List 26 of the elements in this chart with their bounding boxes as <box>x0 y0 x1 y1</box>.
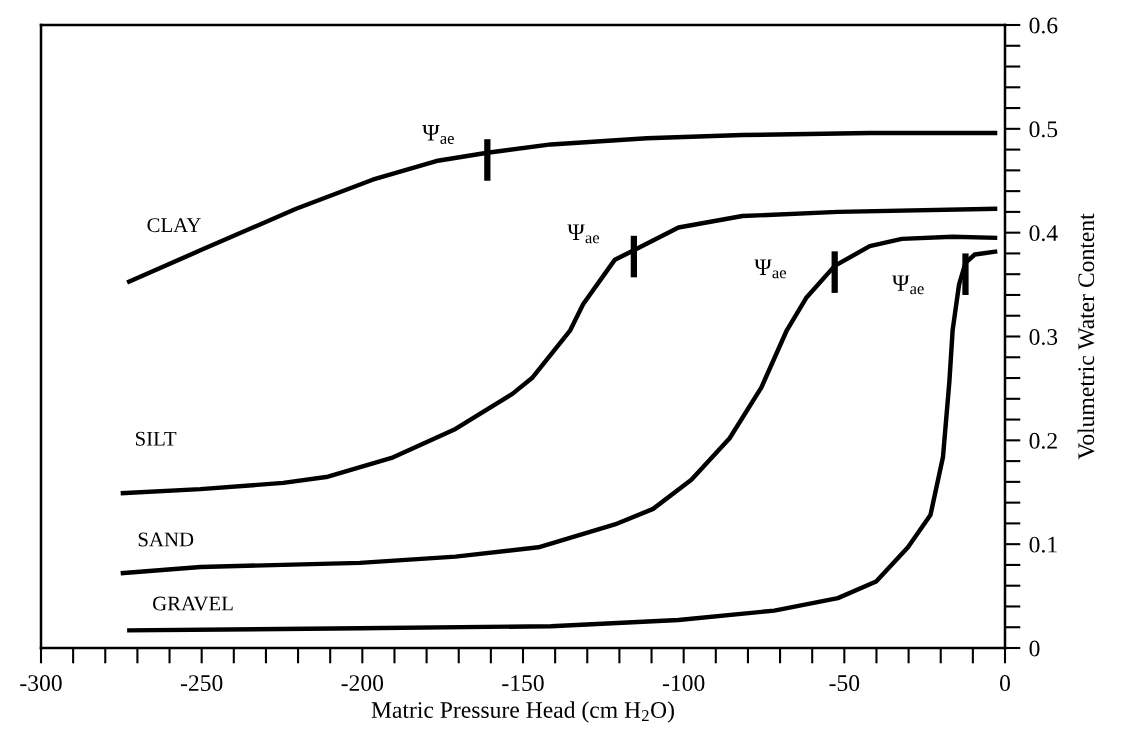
annotation: Ψ$_{ae}$ <box>754 259 786 279</box>
line-series <box>118 206 1000 496</box>
y-tick-label: 0 <box>1029 640 1040 657</box>
x-tick-label: 0 <box>1000 675 1010 692</box>
text: SILT <box>135 431 177 446</box>
annotation: Ψ$_{ae}$ <box>567 224 600 244</box>
x-tick-label: -200 <box>341 675 384 692</box>
x-axis-title: Matric Pressure Head (cm H$_{2}$O) <box>371 701 674 723</box>
annotation: Ψ$_{ae}$ <box>892 275 924 295</box>
line-series <box>124 249 1000 633</box>
annotation: Ψ$_{ae}$ <box>422 125 454 144</box>
series-label: CLAY <box>147 218 201 233</box>
y-tick-label: 0.3 <box>1029 328 1058 346</box>
x-tick-label: -250 <box>180 675 223 692</box>
series-label: GRAVEL <box>152 596 233 611</box>
series-label: SAND <box>138 532 194 547</box>
y-tick-label: 0.6 <box>1029 17 1058 34</box>
x-tick-label: -150 <box>502 675 544 692</box>
x-tick-label: -100 <box>662 675 705 692</box>
y-axis-title: Volumetric Water Content <box>1077 213 1095 460</box>
x-tick-label: -50 <box>829 675 860 692</box>
y-tick-label: 0.5 <box>1029 121 1058 138</box>
y-tick-label: 0.1 <box>1029 536 1057 553</box>
y-tick-label: 0.4 <box>1029 225 1058 242</box>
x-tick-label: -300 <box>20 675 62 692</box>
y-tick-label: 0.2 <box>1029 432 1057 449</box>
